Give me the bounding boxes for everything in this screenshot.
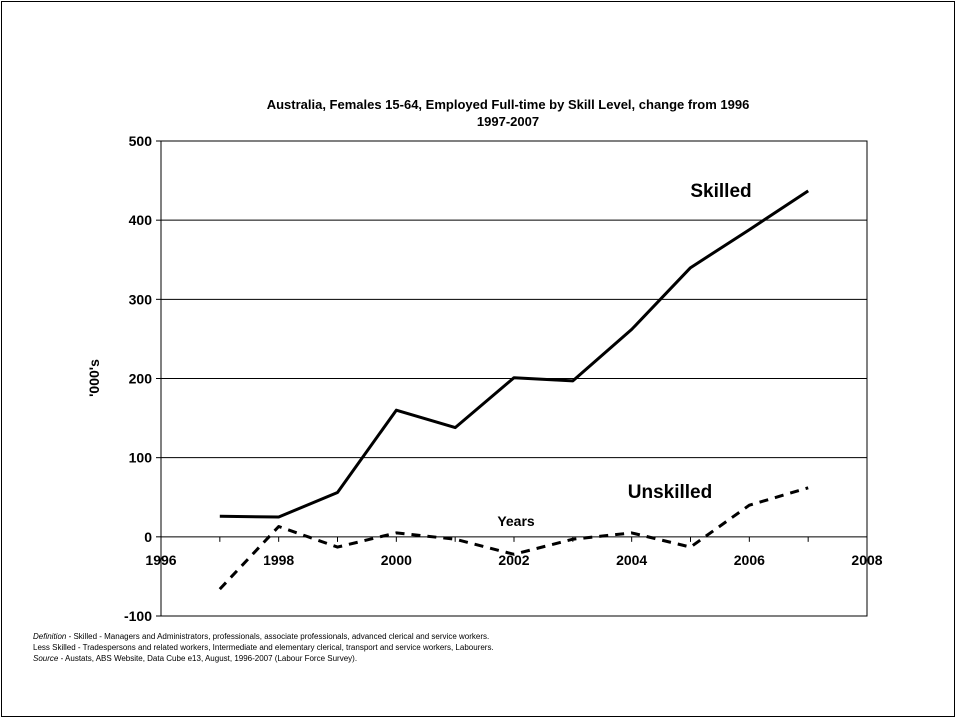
x-tick-label: 2002 [498,552,529,568]
y-tick-label: -100 [124,608,152,624]
x-tick-label: 1998 [263,552,294,568]
definition-label: Definition [33,632,67,641]
y-tick-label: 200 [129,371,153,387]
gridlines [161,219,867,459]
footnote-definition: Definition - Skilled - Managers and Admi… [33,632,489,642]
series-line-skilled [219,189,810,519]
source-text: - Austats, ABS Website, Data Cube e13, A… [58,654,358,663]
series-lines [218,189,810,591]
y-tick-label: 300 [129,291,153,307]
series-line-unskilled [218,486,809,591]
x-tick-label: 2006 [734,552,765,568]
y-tick-label: 500 [129,133,153,149]
less-skilled-text: Less Skilled - Tradespersons and related… [33,643,494,652]
x-tick-label: 2008 [851,552,882,568]
x-tick-label: 2004 [616,552,647,568]
chart-title: Australia, Females 15-64, Employed Full-… [267,97,750,112]
chart-subtitle: 1997-2007 [477,114,539,129]
y-tick-label: 100 [129,450,153,466]
y-axis-title: '000's [86,359,102,397]
footnote-source: Source - Austats, ABS Website, Data Cube… [33,654,357,664]
x-tick-label: 1996 [145,552,176,568]
footnote-less-skilled: Less Skilled - Tradespersons and related… [33,643,494,653]
y-tick-label: 0 [144,529,152,545]
source-label: Source [33,654,59,663]
series-label-skilled: Skilled [690,181,751,202]
definition-text: - Skilled - Managers and Administrators,… [66,632,490,641]
axes: -100 0 100 200 300 400 500 1996 1998 2000 2002 2004… [124,133,883,624]
y-tick-label: 400 [129,212,153,228]
x-tick-label: 2000 [381,552,412,568]
series-label-unskilled: Unskilled [628,482,712,503]
x-axis-title: Years [497,513,535,529]
